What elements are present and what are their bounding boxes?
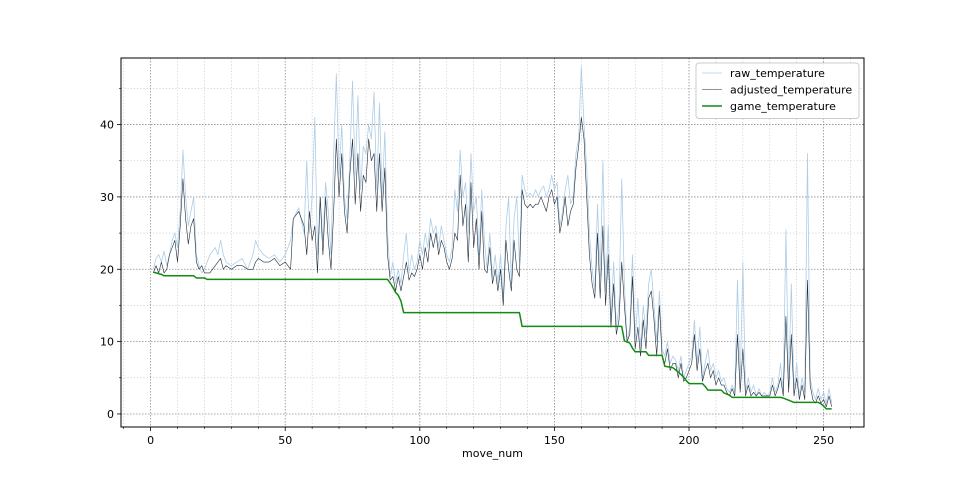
legend-box	[695, 62, 860, 119]
series-line-raw_temperature	[152, 66, 833, 404]
y-tick-label: 0	[107, 408, 114, 421]
x-tick-label: 50	[278, 434, 292, 447]
x-tick-label: 150	[544, 434, 565, 447]
series-line-adjusted_temperature	[153, 117, 832, 408]
y-tick-label: 40	[100, 119, 114, 132]
y-tick-label: 20	[100, 263, 114, 276]
x-tick-label: 0	[147, 434, 154, 447]
x-tick-label: 100	[409, 434, 430, 447]
legend-label-raw_temperature: raw_temperature	[730, 67, 825, 80]
y-tick-label: 30	[100, 191, 114, 204]
series-lines	[152, 66, 833, 410]
plot-frame	[120, 57, 865, 428]
legend: raw_temperature adjusted_temperature game_…	[695, 62, 860, 119]
axis-ticks: 0 50 100 150 200 250 0 10 20 30 40	[100, 88, 851, 447]
series-line-game_temperature	[153, 271, 832, 410]
x-tick-label: 200	[679, 434, 700, 447]
legend-label-game_temperature: game_temperature	[730, 100, 836, 113]
y-tick-label: 10	[100, 336, 114, 349]
x-tick-label: 250	[813, 434, 834, 447]
legend-label-adjusted_temperature: adjusted_temperature	[730, 84, 852, 97]
x-axis-label: move_num	[462, 447, 523, 460]
